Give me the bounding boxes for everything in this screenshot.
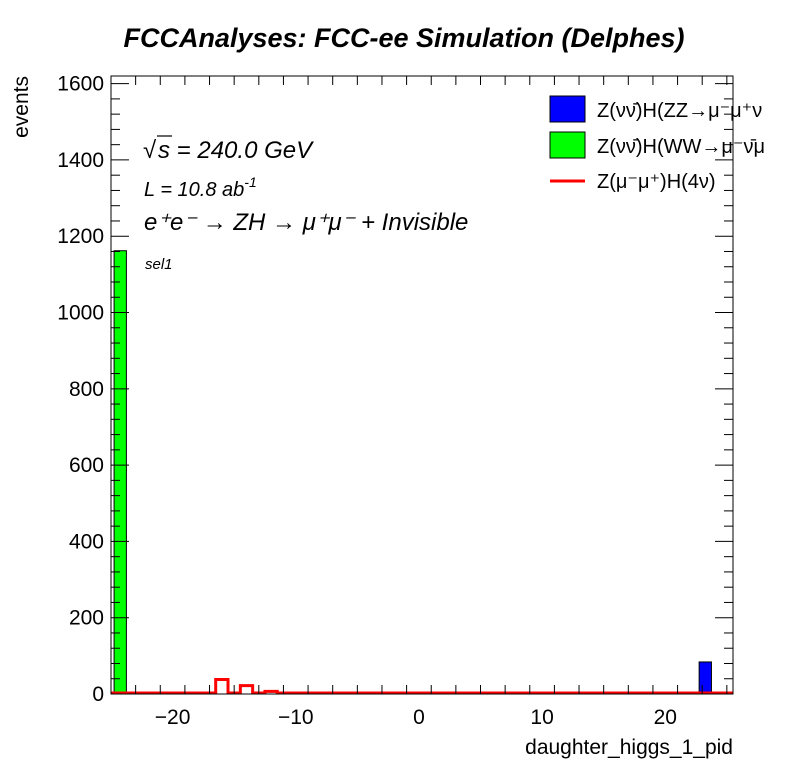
y-tick-label: 200 [69, 607, 104, 630]
y-tick-label: 1000 [57, 302, 104, 325]
lumi-annotation: L = 10.8 ab-1 [144, 174, 257, 201]
legend-entry-4nu: Z(μ⁻μ⁺)H(4ν) [550, 171, 716, 193]
chart-title: FCCAnalyses: FCC-ee Simulation (Delphes) [123, 23, 684, 53]
legend-label-ww: Z(νν̄)H(WW→μ⁻ν̄μ [597, 136, 765, 158]
y-tick-label: 800 [69, 378, 104, 401]
x-tick-label: 10 [530, 706, 553, 729]
histogram-line-s2 [111, 678, 733, 695]
histogram-bars [111, 250, 733, 695]
legend: Z(νν̄)H(ZZ→μ⁻μ⁺ν Z(νν̄)H(WW→μ⁻ν̄μ Z(μ⁻μ⁺… [549, 95, 765, 193]
y-tick-label: 1200 [57, 225, 104, 248]
histogram-bar-s0-0 [698, 661, 712, 695]
x-tick-label: 20 [654, 706, 677, 729]
y-tick-label: 600 [69, 454, 104, 477]
legend-label-4nu: Z(μ⁻μ⁺)H(4ν) [597, 171, 716, 193]
sqrt-s-text: s = 240.0 GeV [158, 137, 314, 164]
sqrt-symbol: √ [143, 137, 157, 164]
plot-frame [110, 75, 734, 695]
axis-ticks [110, 76, 733, 695]
x-axis-label: daughter_higgs_1_pid [525, 736, 733, 759]
y-tick-label: 0 [92, 683, 104, 706]
legend-swatch-ww [549, 131, 586, 159]
y-tick-label: 1600 [57, 73, 104, 96]
y-tick-label: 400 [69, 530, 104, 553]
sqrt-s-annotation: √ s = 240.0 GeV [143, 135, 314, 164]
selection-annotation: sel1 [145, 256, 173, 273]
x-tick-label: 0 [413, 706, 425, 729]
x-tick-label: −20 [155, 706, 191, 729]
lumi-text: L = 10.8 ab-1 [144, 174, 257, 201]
legend-label-zz: Z(νν̄)H(ZZ→μ⁻μ⁺ν [597, 100, 762, 122]
x-tick-label: −10 [278, 706, 314, 729]
histogram-bar-s1-0 [113, 250, 127, 695]
y-axis-label: events [10, 76, 33, 138]
legend-entry-ww: Z(νν̄)H(WW→μ⁻ν̄μ [549, 131, 765, 159]
legend-swatch-zz [549, 95, 586, 123]
legend-entry-zz: Z(νν̄)H(ZZ→μ⁻μ⁺ν [549, 95, 762, 123]
y-tick-label: 1400 [57, 149, 104, 172]
process-annotation: e⁺e⁻ → ZH → μ⁺μ⁻ + Invisible [144, 209, 468, 236]
